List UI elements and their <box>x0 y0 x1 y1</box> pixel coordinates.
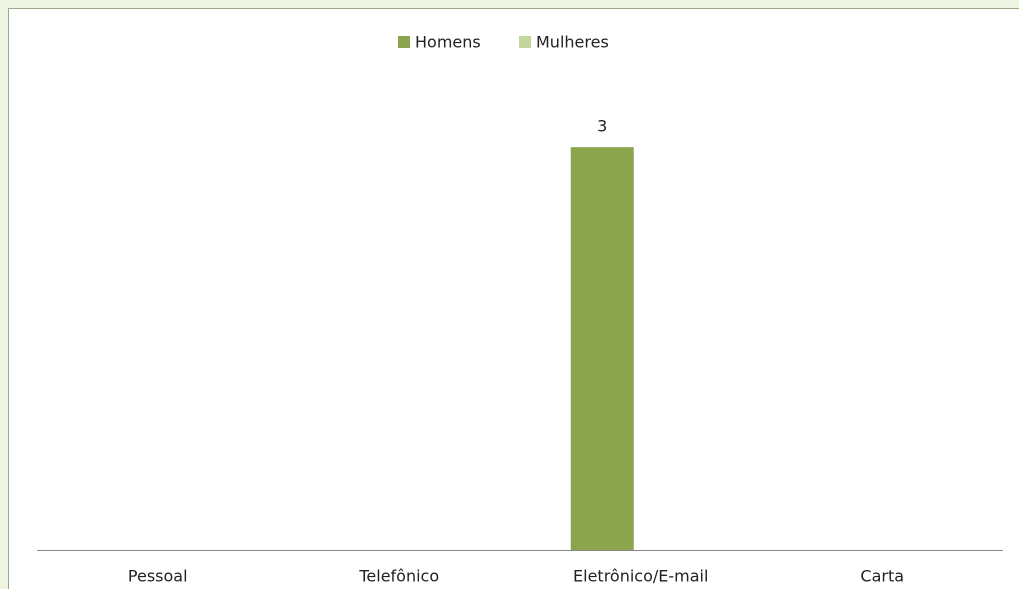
x-tick-label: Pessoal <box>128 567 188 586</box>
legend-swatch <box>519 36 531 48</box>
legend-label: Homens <box>415 33 481 52</box>
bar <box>570 147 634 550</box>
legend-label: Mulheres <box>536 33 609 52</box>
x-tick-label: Telefônico <box>358 567 439 586</box>
data-label: 3 <box>597 117 607 136</box>
chart-area <box>8 8 1019 589</box>
x-tick-label: Carta <box>860 567 904 586</box>
x-tick-label: Eletrônico/E-mail <box>573 567 708 586</box>
legend-swatch <box>398 36 410 48</box>
